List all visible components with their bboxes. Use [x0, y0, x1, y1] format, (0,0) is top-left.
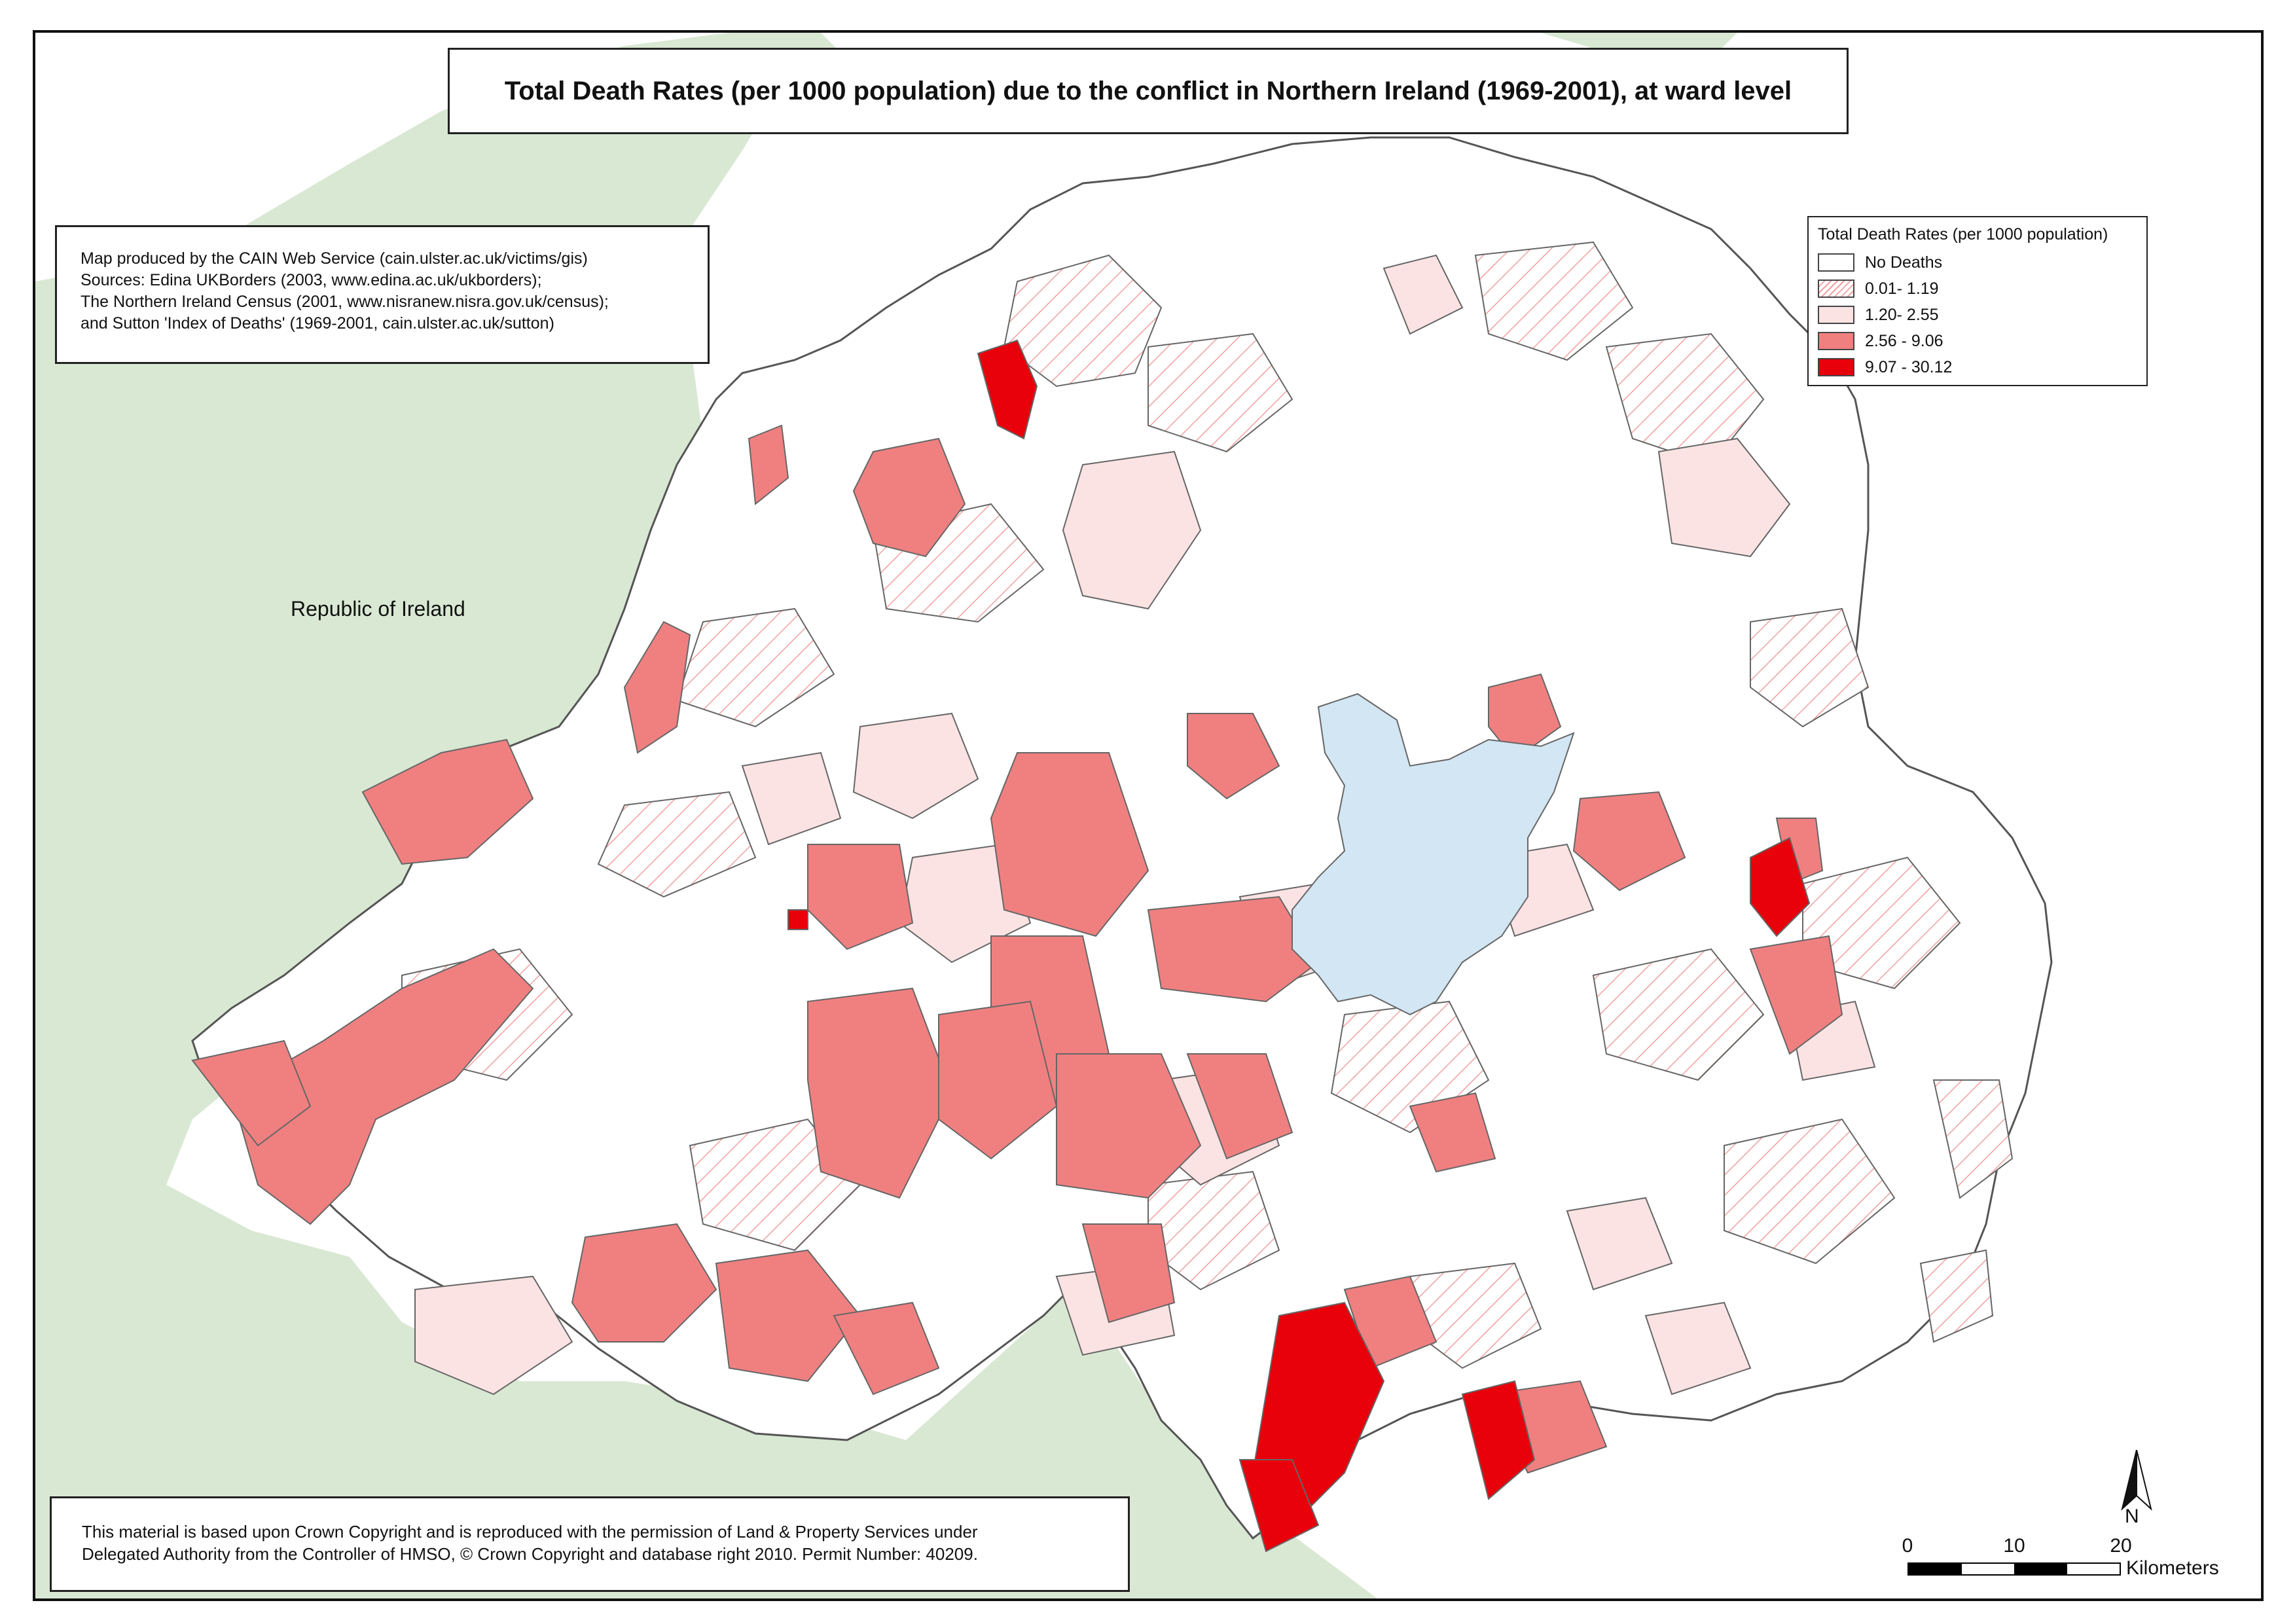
copyright-line: This material is based upon Crown Copyri… [82, 1522, 978, 1542]
scale-tick: 20 [2110, 1535, 2132, 1557]
scotland-coast [729, 33, 1737, 72]
copyright-box: This material is based upon Crown Copyri… [50, 1496, 1130, 1592]
credits-box: Map produced by the CAIN Web Service (ca… [55, 225, 710, 364]
map-title: Total Death Rates (per 1000 population) … [504, 76, 1792, 105]
legend-label: No Deaths [1865, 253, 1943, 272]
credit-line: The Northern Ireland Census (2001, www.n… [81, 293, 609, 311]
title-box: Total Death Rates (per 1000 population) … [448, 48, 1849, 134]
legend-item: 1.20- 2.55 [1818, 302, 2146, 328]
credit-line: Map produced by the CAIN Web Service (ca… [81, 249, 588, 268]
legend-item: 9.07 - 30.12 [1818, 354, 2146, 380]
scale-units: Kilometers [2126, 1557, 2219, 1579]
legend-swatch-no-deaths [1818, 253, 1854, 272]
legend-swatch-light-pink [1818, 306, 1854, 324]
legend-swatch-medium-red [1818, 332, 1854, 350]
class-9.07-30.12-wards [787, 339, 1811, 1553]
legend-title: Total Death Rates (per 1000 population) [1818, 225, 2108, 244]
north-label: N [2125, 1506, 2139, 1527]
map-frame: Total Death Rates (per 1000 population) … [33, 30, 2264, 1601]
republic-of-ireland-land [35, 33, 1377, 1598]
republic-of-ireland-label: Republic of Ireland [291, 597, 465, 621]
legend-item: No Deaths [1818, 249, 2146, 276]
legend-item: 2.56 - 9.06 [1818, 328, 2146, 354]
legend-swatch-dark-red [1818, 358, 1854, 376]
scale-tick: 10 [2003, 1535, 2025, 1557]
legend-label: 0.01- 1.19 [1865, 279, 1939, 298]
donegal-islands [441, 124, 638, 340]
scale-bar-graphic [1907, 1562, 2121, 1576]
class-2.56-9.06-wards [191, 424, 1843, 1474]
credit-line: Sources: Edina UKBorders (2003, www.edin… [81, 271, 542, 289]
legend-item: 0.01- 1.19 [1818, 276, 2146, 302]
legend-label: 9.07 - 30.12 [1865, 357, 1953, 376]
copyright-line: Delegated Authority from the Controller … [82, 1544, 978, 1564]
ward-map[interactable] [35, 33, 2261, 1598]
legend-label: 2.56 - 9.06 [1865, 331, 1943, 350]
lough-neagh [1292, 693, 1575, 1016]
north-arrow-icon [2121, 1450, 2152, 1511]
scale-bar: 0 10 20 Kilometers [1902, 1535, 2219, 1581]
legend-label: 1.20- 2.55 [1865, 305, 1939, 324]
legend-swatch-hatched [1818, 280, 1854, 298]
credit-line: and Sutton 'Index of Deaths' (1969-2001,… [81, 314, 554, 333]
legend: Total Death Rates (per 1000 population) … [1807, 216, 2148, 386]
scale-tick: 0 [1902, 1535, 1913, 1557]
